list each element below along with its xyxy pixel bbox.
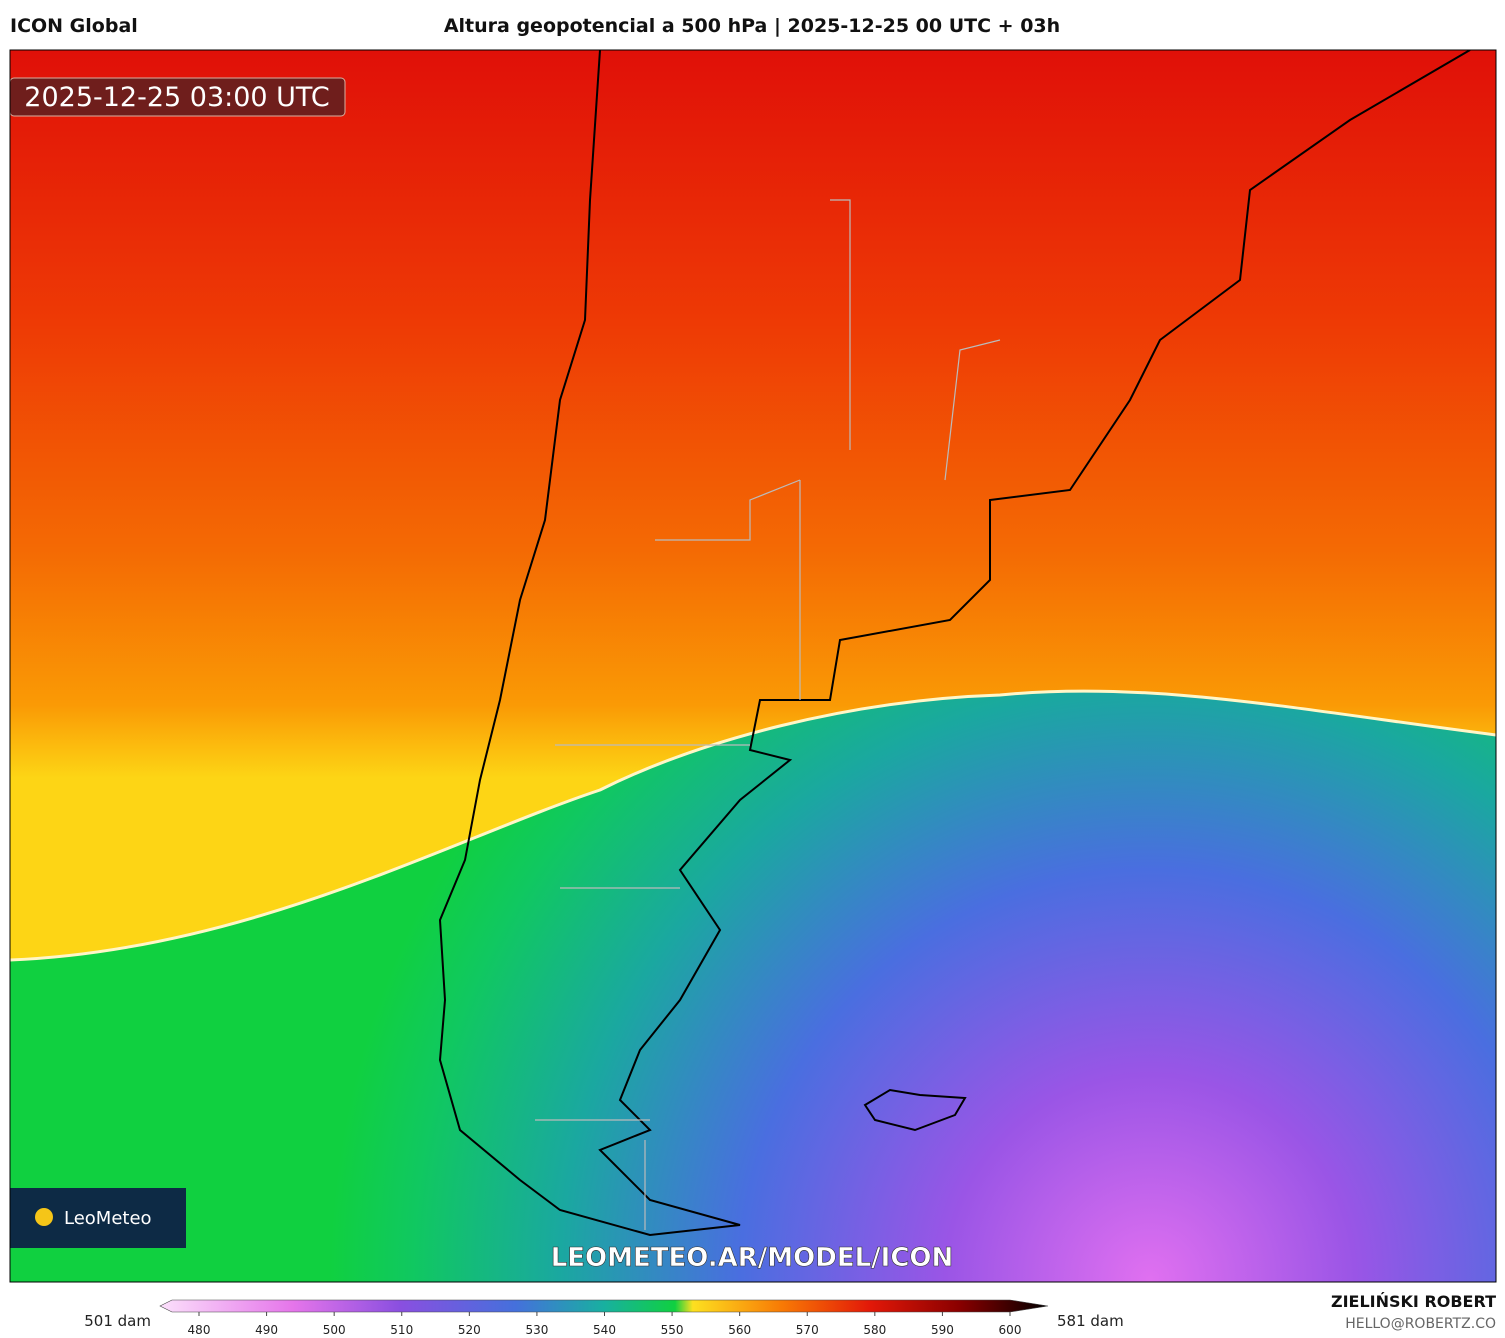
- borders: [535, 199, 1001, 1230]
- colorbar: 501 dam 581 dam 480 490 500 510 520 530 540 550…: [84, 1299, 1124, 1337]
- colorbar-tick-label: 510: [390, 1323, 413, 1337]
- colorbar-tick-label: 560: [728, 1323, 751, 1337]
- logo-text: LeoMeteo: [64, 1208, 152, 1229]
- map: 2025-12-25 03:00 UTC LeoMeteo LEOMETEO.A…: [10, 50, 1496, 1282]
- colorbar-tick-label: 540: [593, 1323, 616, 1337]
- map-title: Altura geopotencial a 500 hPa | 2025-12-…: [444, 15, 1060, 37]
- colorbar-tick-label: 530: [525, 1323, 548, 1337]
- colorbar-tick-label: 590: [931, 1323, 954, 1337]
- map-frame: [9, 49, 1497, 1283]
- colorbar-tick-label: 580: [863, 1323, 886, 1337]
- model-name: ICON Global: [10, 15, 138, 37]
- colorbar-tick-label: 550: [661, 1323, 684, 1337]
- colorbar-min: 501 dam: [84, 1312, 151, 1330]
- colorbar-tick-label: 490: [255, 1323, 278, 1337]
- colorbar-tick-label: 500: [323, 1323, 346, 1337]
- coastline: [438, 50, 1471, 1237]
- field-low: [10, 80, 390, 680]
- time-box: [10, 77, 346, 117]
- logo-sun: [35, 1208, 53, 1226]
- colorbar-bar: [159, 1299, 1049, 1313]
- colorbar-tick-label: 480: [188, 1323, 211, 1337]
- watermark: LEOMETEO.AR/MODEL/ICON: [551, 1243, 954, 1273]
- colorbar-max: 581 dam: [1057, 1312, 1124, 1330]
- colorbar-tick-label: 600: [999, 1323, 1022, 1337]
- valid-time: 2025-12-25 03:00 UTC: [24, 82, 329, 113]
- contact: HELLO@ROBERTZ.CO: [1345, 1316, 1496, 1332]
- colorbar-tick-label: 520: [458, 1323, 481, 1337]
- field-warm: [10, 50, 1496, 960]
- contour-552: [10, 689, 1496, 962]
- falklands: [863, 1088, 967, 1132]
- author: ZIELIŃSKI ROBERT: [1331, 1292, 1496, 1311]
- colorbar-tick-label: 570: [796, 1323, 819, 1337]
